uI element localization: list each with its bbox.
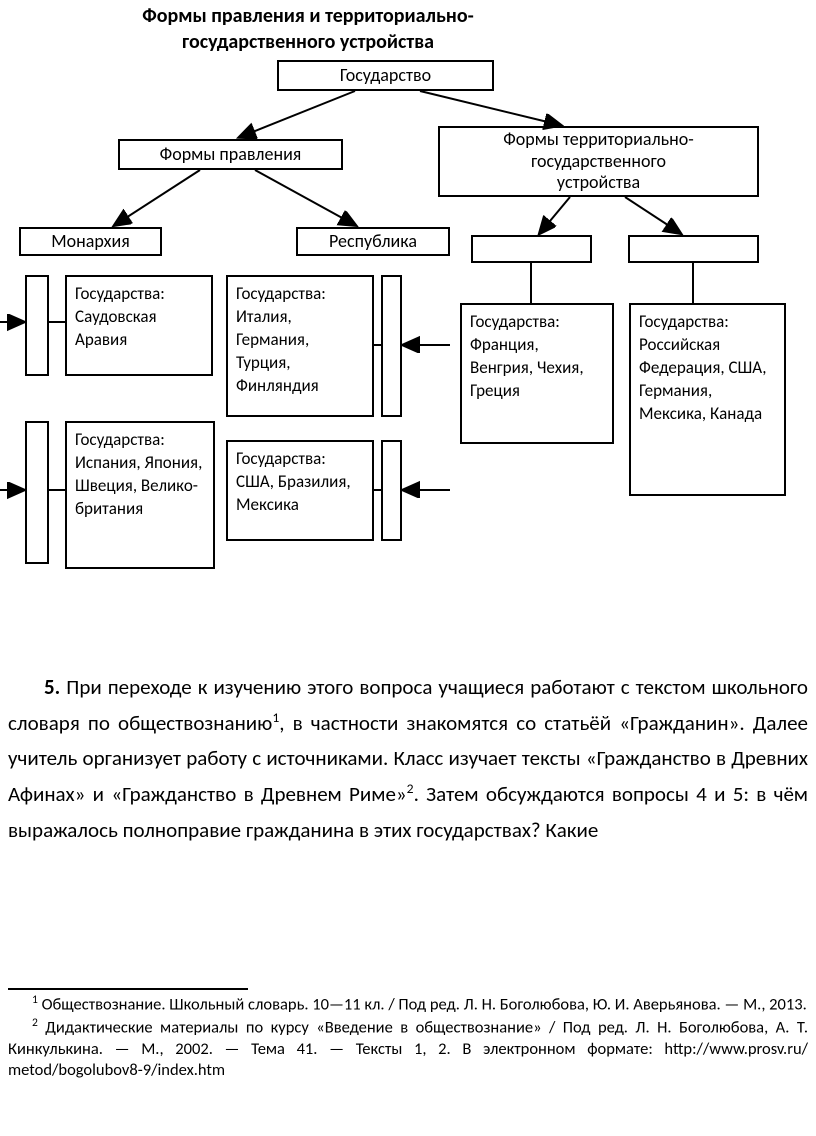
title-line-2: государственного устройства [182, 30, 434, 54]
node-forms-gov-label: Формы правления [160, 144, 302, 166]
node-monarchy-label: Монархия [51, 231, 129, 253]
list-terr1-text: Государства: Франция, Венгрия, Чехия, Гр… [470, 311, 584, 401]
node-forms-terr-l2: государственного [531, 150, 666, 172]
node-forms-terr: Формы территориально- государственного у… [438, 126, 759, 197]
node-terr-type-1 [471, 235, 592, 263]
footnote-rule [8, 988, 248, 990]
footnotes: 1 Обществознание. Школьный словарь. 10—1… [0, 993, 816, 1082]
title-line-1: Формы правления и территориально- [142, 4, 473, 28]
node-republic-label: Республика [329, 231, 417, 253]
list-mon2-text: Государства: Испания, Япония, Швеция, Ве… [75, 429, 202, 519]
list-rep1-text: Государства: Италия, Германия, Турция, Ф… [236, 283, 326, 396]
node-monarchy: Монархия [19, 227, 162, 256]
node-terr-type-2 [628, 235, 759, 263]
list-terr1: Государства: Франция, Венгрия, Чехия, Гр… [460, 303, 614, 444]
list-mon1-text: Государства: Саудовская Аравия [75, 283, 165, 350]
list-mon1: Государства: Саудовская Аравия [65, 275, 213, 376]
list-terr2-text: Государства: Российская Федерация, США, … [639, 311, 767, 424]
node-forms-terr-l1: Формы территориально- [503, 128, 693, 150]
list-rep2: Государства: США, Бразилия, Мексика [226, 440, 374, 541]
node-root: Государство [277, 60, 494, 91]
page-title: Формы правления и территориально- госуда… [98, 3, 518, 55]
list-rep2-text: Государства: США, Бразилия, Мексика [236, 448, 351, 515]
body-paragraph: 5. При переходе к изучению этого вопроса… [0, 670, 816, 848]
footnote-2: 2 Дидактические материалы по курсу «Введ… [8, 1016, 808, 1082]
list-terr2: Государства: Российская Федерация, США, … [629, 303, 786, 496]
node-forms-terr-l3: устройства [557, 171, 640, 193]
node-root-label: Государство [340, 65, 431, 87]
node-republic: Республика [296, 227, 450, 256]
footnote-1: 1 Обществознание. Школьный словарь. 10—1… [8, 993, 808, 1016]
stub-rep1 [381, 275, 402, 417]
list-rep1: Государства: Италия, Германия, Турция, Ф… [226, 275, 374, 417]
stub-mon1 [25, 275, 49, 376]
list-mon2: Государства: Испания, Япония, Швеция, Ве… [65, 421, 215, 569]
node-forms-gov: Формы правления [118, 139, 343, 170]
stub-rep2 [381, 440, 402, 541]
stub-mon2 [25, 421, 49, 564]
